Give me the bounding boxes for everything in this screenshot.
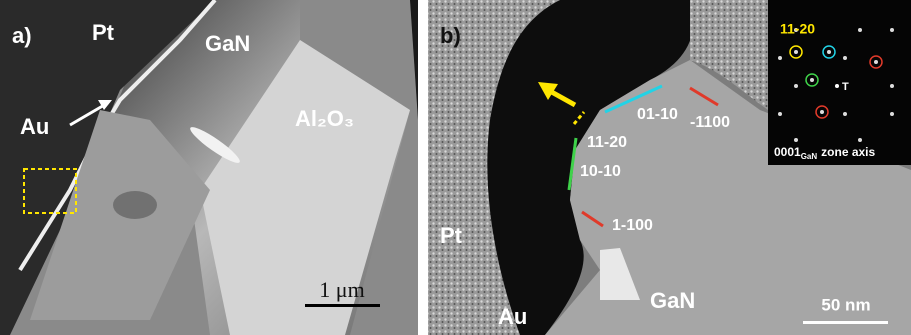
facet-label: 10-10 xyxy=(580,163,621,180)
region-label: Pt xyxy=(92,20,115,45)
scale-bar-label: 1 μm xyxy=(319,277,364,302)
spot-label: 11-20 xyxy=(780,21,815,37)
panel-label: b) xyxy=(440,23,461,48)
zone-axis-text: zone axis xyxy=(821,145,875,159)
region-label: GaN xyxy=(650,288,695,313)
center-label: T xyxy=(842,81,849,93)
facet-label: 01-10 xyxy=(637,106,678,123)
region-label: Au xyxy=(498,304,527,329)
figure: a) Pt GaN Au Al₂O₃ 1 μm b) Pt Au GaN 01-… xyxy=(0,0,911,335)
region-label: GaN xyxy=(205,31,250,56)
facet-label: -1100 xyxy=(690,114,730,131)
region-label: Pt xyxy=(440,223,463,248)
scale-bar-label: 50 nm xyxy=(821,295,870,314)
facet-label: 1-100 xyxy=(612,217,653,234)
region-label: Al₂O₃ xyxy=(295,106,354,131)
zone-axis-index: 0001 xyxy=(774,145,801,159)
facet-label: 11-20 xyxy=(587,134,627,151)
region-label: Au xyxy=(20,114,49,139)
panel-a: a) Pt GaN Au Al₂O₃ 1 μm xyxy=(0,0,418,335)
zone-axis-subscript: GaN xyxy=(801,152,818,161)
panel-label: a) xyxy=(12,23,32,48)
